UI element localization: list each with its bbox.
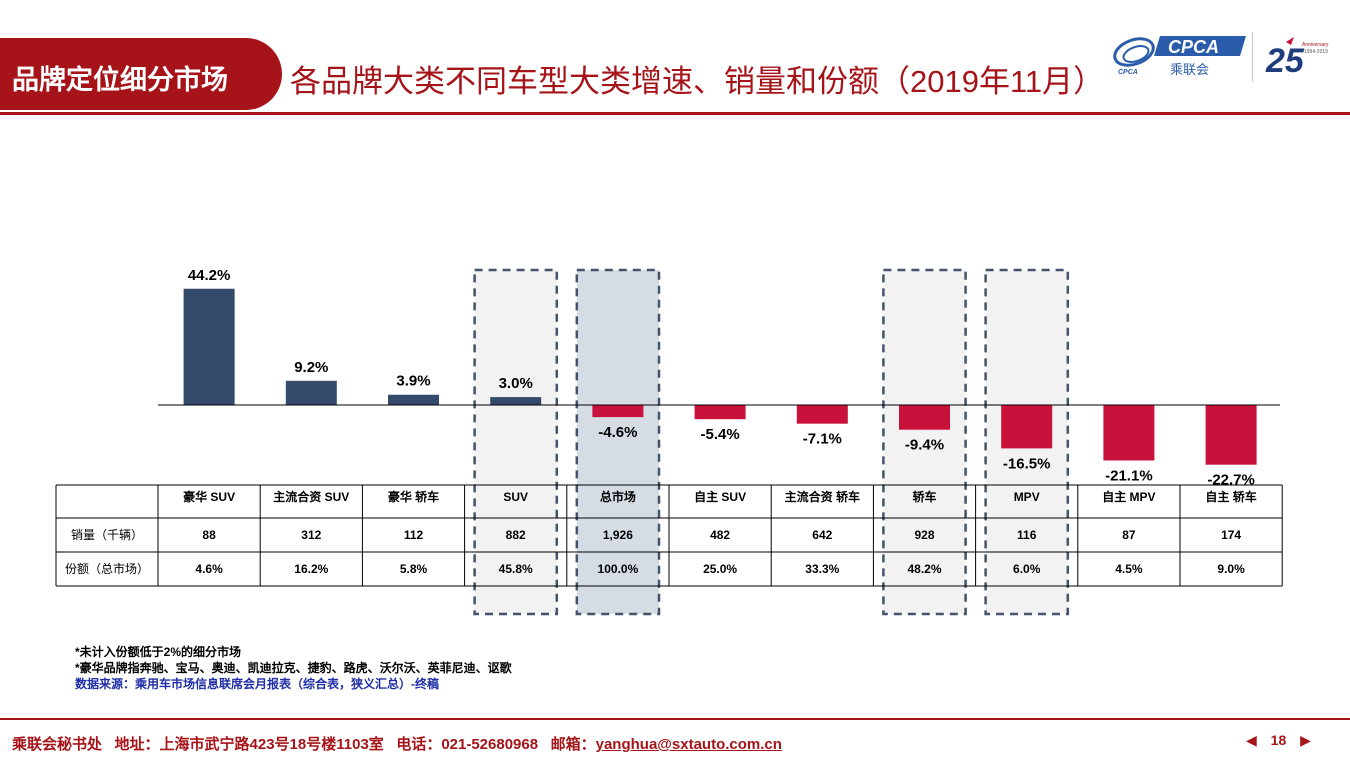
bar-layer bbox=[183, 288, 1257, 465]
slide-title: 各品牌大类不同车型大类增速、销量和份额（2019年11月） bbox=[290, 64, 1105, 99]
footer-phone: 电话：021-52680968 bbox=[396, 736, 539, 753]
growth-chart: 44.2% 9.2% 3.9% 3.0% -4.6% -5.4% -7.1% -9.4% -16… bbox=[55, 267, 1283, 616]
table-cell-0-7: 928 bbox=[914, 528, 934, 542]
logo-primary-sub: 乘联会 bbox=[1170, 62, 1209, 77]
notes: *未计入份额低于2%的细分市场 *豪华品牌指奔驰、宝马、奥迪、凯迪拉克、捷豹、路… bbox=[75, 644, 512, 692]
table-cell-0-6: 642 bbox=[812, 528, 832, 542]
next-page-icon[interactable]: ▶ bbox=[1300, 732, 1311, 748]
table-cell-0-9: 87 bbox=[1122, 528, 1136, 542]
table-grid bbox=[55, 484, 1283, 587]
data-table: 豪华 SUV 主流合资 SUV 豪华 轿车 SUV 总市场 自主 SUV 主流合资 轿车 轿车… bbox=[65, 489, 1257, 576]
anniversary-text: Anniversary bbox=[1302, 42, 1329, 48]
table-cell-0-0: 88 bbox=[202, 528, 216, 542]
table-header-cell-1: 主流合资 SUV bbox=[273, 489, 349, 504]
data-source: 数据来源：乘用车市场信息联席会月报表（综合表，狭义汇总）-终稿 bbox=[75, 677, 439, 691]
logo-divider bbox=[1252, 32, 1253, 82]
table-cell-1-4: 100.0% bbox=[598, 562, 639, 576]
header-rule bbox=[0, 112, 1350, 115]
note-line-1: *未计入份额低于2%的细分市场 bbox=[75, 645, 242, 659]
pager: ◀ 18 ▶ bbox=[1246, 732, 1311, 749]
table-cell-0-1: 312 bbox=[301, 528, 321, 542]
footer-text: 乘联会秘书处 地址：上海市武宁路423号18号楼1103室 电话：021-526… bbox=[12, 733, 782, 754]
section-label: 品牌定位细分市场 bbox=[12, 65, 228, 95]
table-header-cell-3: SUV bbox=[503, 490, 528, 504]
highlight-box-7 bbox=[882, 268, 967, 616]
table-cell-1-10: 9.0% bbox=[1217, 562, 1245, 576]
table-header-cell-8: MPV bbox=[1014, 490, 1040, 504]
table-cell-1-6: 33.3% bbox=[805, 562, 839, 576]
logo-area: CPCA CPCA 乘联会 25 Anniversary 1994-2019 bbox=[1113, 36, 1329, 80]
value-label-layer: 44.2% 9.2% 3.9% 3.0% -4.6% -5.4% -7.1% -9.4% -16… bbox=[188, 267, 1255, 489]
table-cell-0-5: 482 bbox=[710, 528, 730, 542]
value-label-3: 3.0% bbox=[499, 375, 533, 392]
table-cell-1-9: 4.5% bbox=[1115, 562, 1143, 576]
logo-primary-text: CPCA bbox=[1168, 37, 1219, 57]
footer-email-link[interactable]: yanghua@sxtauto.com.cn bbox=[595, 736, 782, 753]
value-label-2: 3.9% bbox=[396, 373, 430, 390]
bar-6 bbox=[796, 405, 848, 424]
bar-10 bbox=[1205, 405, 1257, 465]
table-header-cell-6: 主流合资 轿车 bbox=[785, 489, 860, 504]
bar-4 bbox=[592, 405, 644, 418]
value-label-10: -22.7% bbox=[1207, 472, 1255, 489]
table-header-cell-7: 轿车 bbox=[912, 489, 936, 504]
footer-email-label: 邮箱： bbox=[550, 736, 596, 753]
footer-org: 乘联会秘书处 bbox=[12, 736, 103, 753]
table-cell-1-7: 48.2% bbox=[907, 562, 941, 576]
table-cell-0-8: 116 bbox=[1017, 528, 1037, 542]
table-header-cell-10: 自主 轿车 bbox=[1205, 489, 1256, 504]
bar-3 bbox=[490, 397, 542, 405]
anniversary-years: 1994-2019 bbox=[1304, 49, 1328, 55]
table-row-label-1: 份额（总市场） bbox=[65, 561, 149, 576]
section-tab bbox=[0, 38, 282, 110]
bar-9 bbox=[1103, 405, 1155, 461]
highlight-box-4 bbox=[575, 268, 661, 616]
table-cell-1-5: 25.0% bbox=[703, 562, 737, 576]
anniversary-number: 25 bbox=[1265, 42, 1305, 80]
cpca-logo: CPCA 乘联会 bbox=[1154, 36, 1246, 77]
table-header-cell-4: 总市场 bbox=[600, 489, 636, 504]
table-cell-1-8: 6.0% bbox=[1013, 562, 1041, 576]
value-label-7: -9.4% bbox=[905, 437, 944, 454]
table-cell-0-2: 112 bbox=[404, 528, 424, 542]
value-label-0: 44.2% bbox=[188, 267, 231, 284]
table-cell-0-4: 1,926 bbox=[603, 528, 633, 542]
bar-0 bbox=[183, 288, 235, 405]
anniversary-25-logo: 25 Anniversary 1994-2019 bbox=[1265, 37, 1329, 80]
slide-header: 品牌定位细分市场 各品牌大类不同车型大类增速、销量和份额（2019年11月） C… bbox=[0, 0, 1350, 116]
prev-page-icon[interactable]: ◀ bbox=[1246, 732, 1257, 748]
footer-address: 地址：上海市武宁路423号18号楼1103室 bbox=[114, 736, 384, 753]
value-label-6: -7.1% bbox=[803, 431, 842, 448]
value-label-9: -21.1% bbox=[1105, 467, 1153, 484]
value-label-4: -4.6% bbox=[598, 424, 637, 441]
table-cell-1-2: 5.8% bbox=[400, 562, 428, 576]
cpca-swirl-logo: CPCA bbox=[1113, 37, 1155, 76]
table-cell-1-1: 16.2% bbox=[294, 562, 328, 576]
table-header-cell-5: 自主 SUV bbox=[694, 489, 746, 504]
table-header-cell-2: 豪华 轿车 bbox=[388, 489, 439, 504]
value-label-5: -5.4% bbox=[701, 426, 740, 443]
table-header-cell-9: 自主 MPV bbox=[1102, 489, 1155, 504]
footer-rule bbox=[0, 718, 1350, 720]
table-cell-0-3: 882 bbox=[506, 528, 526, 542]
bar-7 bbox=[899, 405, 950, 430]
value-label-1: 9.2% bbox=[294, 359, 328, 376]
table-row-label-0: 销量（千辆） bbox=[71, 528, 143, 542]
bar-2 bbox=[388, 394, 439, 405]
bar-5 bbox=[694, 405, 746, 420]
value-label-8: -16.5% bbox=[1003, 455, 1051, 472]
table-cell-1-0: 4.6% bbox=[195, 562, 223, 576]
bar-8 bbox=[1001, 405, 1053, 449]
highlight-box-3 bbox=[473, 268, 559, 616]
highlight-layer bbox=[473, 268, 1070, 616]
table-cell-0-10: 174 bbox=[1221, 528, 1241, 542]
table-header-cell-0: 豪华 SUV bbox=[183, 489, 235, 504]
bar-1 bbox=[285, 380, 337, 405]
note-line-2: *豪华品牌指奔驰、宝马、奥迪、凯迪拉克、捷豹、路虎、沃尔沃、英菲尼迪、讴歌 bbox=[75, 661, 512, 675]
logo-left-text: CPCA bbox=[1118, 69, 1138, 76]
page-number: 18 bbox=[1270, 732, 1287, 748]
table-cell-1-3: 45.8% bbox=[499, 562, 533, 576]
